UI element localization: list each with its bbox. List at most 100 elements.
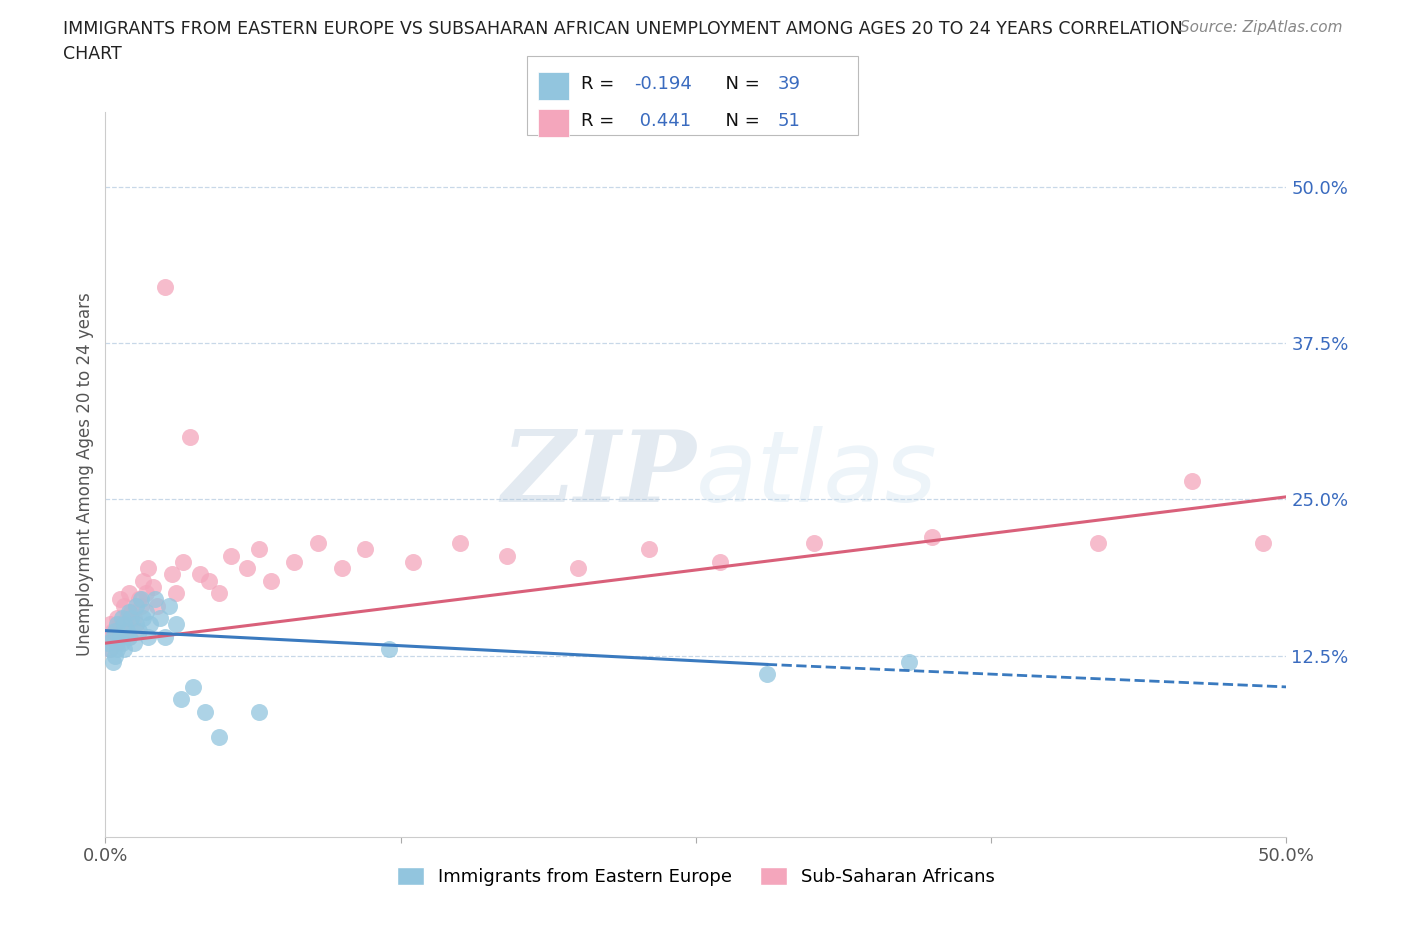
Point — [105, 611, 128, 626]
Point — [111, 611, 134, 626]
Point — [118, 630, 141, 644]
Point — [139, 617, 162, 631]
Y-axis label: Unemployment Among Ages 20 to 24 years: Unemployment Among Ages 20 to 24 years — [76, 292, 94, 657]
Text: atlas: atlas — [696, 426, 938, 523]
Point — [118, 604, 141, 619]
Point — [143, 591, 166, 606]
Point — [354, 542, 377, 557]
Point — [165, 586, 187, 601]
Point — [111, 636, 134, 651]
Point — [104, 648, 127, 663]
Point — [115, 623, 138, 638]
Point — [165, 617, 187, 631]
Point — [108, 591, 131, 606]
Point — [122, 611, 145, 626]
Point — [125, 617, 148, 631]
Point — [219, 548, 242, 563]
Point — [247, 542, 270, 557]
Text: R =: R = — [581, 112, 620, 130]
Point — [125, 598, 148, 613]
Point — [496, 548, 519, 563]
Point — [170, 692, 193, 707]
Point — [112, 617, 135, 631]
Point — [98, 617, 121, 631]
Point — [637, 542, 659, 557]
Point — [136, 561, 159, 576]
Point — [1251, 536, 1274, 551]
Point — [115, 611, 138, 626]
Point — [129, 591, 152, 606]
Point — [198, 573, 221, 588]
Point — [149, 611, 172, 626]
Point — [118, 586, 141, 601]
Point — [128, 623, 150, 638]
Point — [401, 554, 423, 569]
Point — [208, 729, 231, 744]
Text: ZIP: ZIP — [501, 426, 696, 523]
Point — [755, 667, 778, 682]
Text: 51: 51 — [778, 112, 800, 130]
Text: IMMIGRANTS FROM EASTERN EUROPE VS SUBSAHARAN AFRICAN UNEMPLOYMENT AMONG AGES 20 : IMMIGRANTS FROM EASTERN EUROPE VS SUBSAH… — [63, 20, 1182, 38]
Point — [104, 630, 127, 644]
Point — [108, 617, 131, 631]
Point — [98, 642, 121, 657]
Point — [101, 655, 124, 670]
Point — [97, 630, 120, 644]
Point — [101, 623, 124, 638]
Point — [146, 598, 169, 613]
Point — [897, 655, 920, 670]
Point — [330, 561, 353, 576]
Point — [208, 586, 231, 601]
Legend: Immigrants from Eastern Europe, Sub-Saharan Africans: Immigrants from Eastern Europe, Sub-Saha… — [389, 859, 1002, 893]
Point — [179, 430, 201, 445]
Text: CHART: CHART — [63, 45, 122, 62]
Point — [236, 561, 259, 576]
Point — [135, 604, 157, 619]
Point — [97, 636, 120, 651]
Point — [136, 630, 159, 644]
Point — [153, 630, 176, 644]
Point — [307, 536, 329, 551]
Point — [111, 623, 134, 638]
Point — [128, 591, 150, 606]
Text: R =: R = — [581, 74, 620, 93]
Point — [120, 604, 142, 619]
Point — [194, 705, 217, 720]
Point — [378, 642, 401, 657]
Text: -0.194: -0.194 — [634, 74, 692, 93]
Point — [153, 279, 176, 294]
Point — [160, 567, 183, 582]
Point — [105, 636, 128, 651]
Text: N =: N = — [714, 74, 766, 93]
Text: Source: ZipAtlas.com: Source: ZipAtlas.com — [1180, 20, 1343, 35]
Point — [188, 567, 211, 582]
Point — [108, 630, 131, 644]
Point — [122, 636, 145, 651]
Point — [157, 598, 180, 613]
Point — [129, 598, 152, 613]
Point — [181, 680, 204, 695]
Point — [132, 611, 155, 626]
Point — [567, 561, 589, 576]
Point — [104, 623, 127, 638]
Point — [105, 642, 128, 657]
Point — [709, 554, 731, 569]
Point — [449, 536, 471, 551]
Point — [125, 623, 148, 638]
Point — [1181, 473, 1204, 488]
Point — [260, 573, 283, 588]
Point — [135, 586, 157, 601]
Point — [112, 598, 135, 613]
Point — [803, 536, 825, 551]
Text: 0.441: 0.441 — [634, 112, 692, 130]
Point — [98, 642, 121, 657]
Point — [142, 579, 165, 594]
Point — [120, 611, 142, 626]
Text: N =: N = — [714, 112, 766, 130]
Text: 39: 39 — [778, 74, 800, 93]
Point — [247, 705, 270, 720]
Point — [172, 554, 194, 569]
Point — [283, 554, 305, 569]
Point — [101, 630, 124, 644]
Point — [921, 529, 943, 544]
